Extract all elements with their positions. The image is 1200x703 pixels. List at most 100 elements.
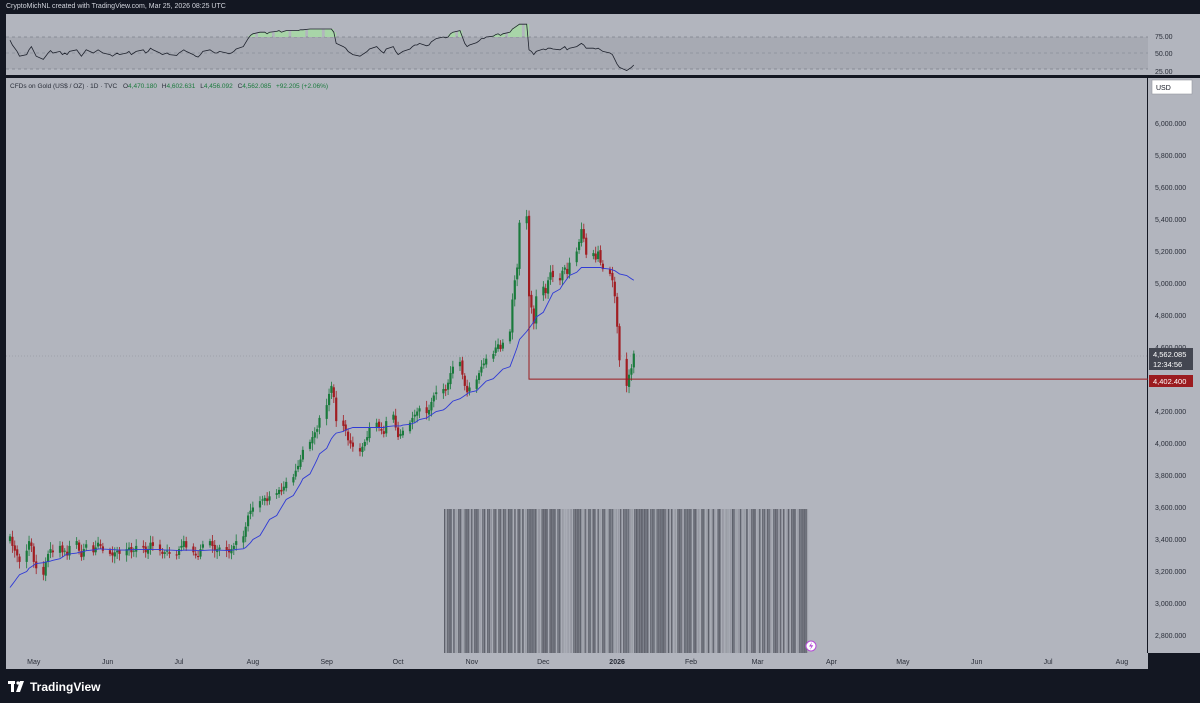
rsi-fill-segment xyxy=(498,35,503,37)
candle xyxy=(208,538,212,548)
time-tick-label: Aug xyxy=(247,659,260,666)
candle xyxy=(111,546,114,563)
candle-body xyxy=(466,385,469,393)
time-tick-label: 2026 xyxy=(609,659,625,666)
rsi-fill-segment xyxy=(324,29,330,37)
candle xyxy=(163,549,166,559)
candle-body xyxy=(328,393,331,406)
rsi-fill-segment xyxy=(496,33,501,37)
candle-body xyxy=(116,550,119,553)
candle-body xyxy=(313,432,316,438)
candle-body xyxy=(401,430,404,436)
last-price-tag: 4,562.085 12:34:56 xyxy=(1149,348,1193,370)
candle-body xyxy=(63,550,66,552)
candle-body xyxy=(358,448,362,452)
candle-body xyxy=(449,373,452,385)
candle-body xyxy=(282,486,285,491)
candle-body xyxy=(394,415,397,428)
rsi-fill-segment xyxy=(267,32,272,37)
candle xyxy=(225,540,228,558)
time-tick-label: Jul xyxy=(1044,659,1053,666)
candle-body xyxy=(492,353,495,359)
candle xyxy=(525,209,528,230)
price-tick-label: 5,000.000 xyxy=(1155,281,1186,288)
rsi-fill-segment xyxy=(279,32,284,37)
legend-symbol: CFDs on Gold (US$ / OZ) · 1D · TVC xyxy=(10,83,117,90)
candle xyxy=(180,539,183,552)
candle xyxy=(292,473,295,486)
rsi-fill-segment xyxy=(293,30,299,37)
legend-close-label: C xyxy=(238,83,243,90)
candle xyxy=(42,561,45,581)
rsi-fill-segment xyxy=(284,30,289,37)
candle-body xyxy=(325,405,328,419)
candle xyxy=(468,382,471,396)
candle-body xyxy=(258,501,262,508)
candle xyxy=(142,540,145,554)
rsi-fill-segment xyxy=(327,29,332,37)
candle-body xyxy=(101,546,104,551)
candle xyxy=(478,370,481,384)
candle-body xyxy=(182,541,185,547)
currency-button[interactable]: USD xyxy=(1151,79,1193,95)
time-tick-label: Feb xyxy=(685,659,697,666)
candle-body xyxy=(142,545,145,548)
candle-body xyxy=(630,368,633,375)
candle-body xyxy=(532,308,535,324)
time-axis xyxy=(6,653,1148,669)
candle-body xyxy=(616,296,619,327)
price-tick-label: 5,400.000 xyxy=(1155,217,1186,224)
candle xyxy=(149,535,152,555)
candle-body xyxy=(478,373,481,380)
candle xyxy=(308,439,312,452)
candle-body xyxy=(497,344,500,349)
candle-body xyxy=(563,267,566,270)
candle xyxy=(311,431,314,451)
candle-body xyxy=(599,250,602,263)
candle-body xyxy=(494,347,497,353)
candle-body xyxy=(451,366,454,374)
candle-body xyxy=(347,431,350,441)
rsi-fill-segment xyxy=(308,29,313,37)
candle-body xyxy=(363,441,366,447)
candle xyxy=(447,379,450,395)
candle-body xyxy=(28,541,31,550)
candle-body xyxy=(16,549,19,556)
candle xyxy=(399,429,402,439)
candle xyxy=(401,427,404,438)
rsi-fill-segment xyxy=(250,33,256,37)
time-tick-label: Apr xyxy=(826,659,838,666)
candle xyxy=(18,553,21,569)
candle-body xyxy=(597,251,600,259)
candle-body xyxy=(516,267,519,280)
lightning-icon[interactable] xyxy=(805,640,817,652)
candle xyxy=(592,249,595,260)
candle-body xyxy=(535,296,538,324)
candle xyxy=(599,245,602,266)
candle xyxy=(182,535,185,551)
candle-body xyxy=(468,387,471,392)
legend-change: +92.205 (+2.06%) xyxy=(276,83,328,90)
legend-high-label: H xyxy=(162,83,167,90)
currency-label[interactable]: USD xyxy=(1156,85,1171,92)
price-tick-label: 4,800.000 xyxy=(1155,313,1186,320)
candle xyxy=(616,292,619,334)
candle-body xyxy=(13,545,16,551)
candle-body xyxy=(332,387,335,398)
candle-body xyxy=(192,546,195,553)
candle xyxy=(413,409,416,424)
candle xyxy=(63,548,66,556)
candle xyxy=(232,542,235,555)
candle xyxy=(235,534,238,551)
candle-body xyxy=(366,437,369,441)
rsi-fill-segment xyxy=(281,31,287,37)
candle-body xyxy=(230,549,233,554)
candle xyxy=(49,542,52,559)
candle-body xyxy=(297,465,300,470)
rsi-fill-segment xyxy=(517,24,522,37)
moving-average-line xyxy=(9,267,635,588)
candle-body xyxy=(501,342,504,349)
rsi-fill-segment xyxy=(260,32,265,37)
